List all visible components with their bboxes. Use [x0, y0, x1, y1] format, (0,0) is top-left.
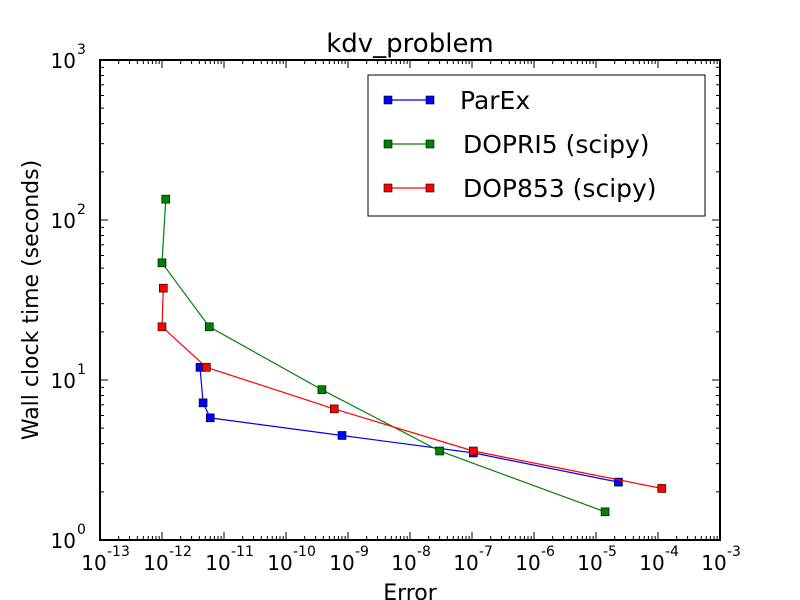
data-point: [198, 398, 208, 408]
chart-title: kdv_problem: [326, 29, 494, 59]
legend-entries: ParEx DOPRI5 (scipy) DOP853 (scipy): [383, 86, 657, 203]
data-point: [435, 446, 444, 456]
legend-swatch-marker: [425, 139, 435, 149]
y-tick-label: 10: [51, 369, 76, 393]
x-tick-exponent: -12: [169, 544, 192, 560]
x-tick-label: 10: [391, 551, 416, 575]
series-line: [161, 199, 606, 513]
data-point: [337, 431, 347, 440]
y-tick-label: 10: [51, 49, 76, 73]
x-tick-label: 10: [453, 551, 478, 575]
x-tick-label: 10: [515, 551, 540, 575]
series-line: [161, 288, 662, 489]
data-point: [469, 446, 478, 456]
legend-label: DOP853 (scipy): [463, 174, 657, 203]
x-tick-exponent: -9: [355, 544, 369, 560]
legend-label: ParEx: [460, 86, 530, 115]
x-tick-exponent: -7: [479, 544, 493, 560]
legend-swatch-marker: [425, 183, 435, 193]
y-tick-exponent: 1: [77, 362, 86, 378]
data-point: [205, 322, 214, 332]
y-tick-exponent: 3: [77, 42, 86, 58]
data-point: [600, 507, 610, 517]
x-tick-exponent: -3: [727, 544, 741, 560]
x-tick-exponent: -11: [231, 544, 254, 560]
y-tick-exponent: 0: [77, 522, 86, 538]
legend-box: [367, 74, 706, 217]
series-line: [199, 367, 619, 483]
legend: ParEx DOPRI5 (scipy) DOP853 (scipy): [367, 74, 706, 217]
x-tick-exponent: -8: [417, 544, 431, 560]
x-tick-label: 10: [205, 551, 230, 575]
tick-layer: 10 -13 10 -12 10 -11 10 -10 10 -9 10 -8 10 -7 10 -6 10 -5…: [51, 42, 741, 575]
data-point: [614, 477, 623, 487]
x-tick-exponent: -6: [541, 544, 555, 560]
y-tick-exponent: 2: [77, 202, 86, 218]
data-point: [157, 322, 167, 332]
data-point: [202, 363, 211, 372]
x-tick-label: 10: [639, 551, 664, 575]
data-point: [161, 194, 171, 204]
series-layer: [157, 194, 667, 517]
legend-swatch-marker: [383, 183, 393, 193]
y-tick-label: 10: [51, 529, 76, 553]
x-tick-label: 10: [81, 551, 106, 575]
x-tick-exponent: -13: [107, 544, 130, 560]
data-point: [157, 258, 167, 268]
data-point: [159, 283, 168, 293]
x-axis-title: Error: [383, 581, 438, 600]
x-tick-exponent: -5: [603, 544, 617, 560]
y-tick-label: 10: [51, 209, 76, 233]
data-point: [317, 385, 327, 394]
legend-swatch-marker: [383, 95, 393, 105]
data-point: [205, 413, 215, 423]
data-point: [657, 484, 667, 493]
x-tick-exponent: -4: [665, 544, 679, 560]
x-tick-label: 10: [143, 551, 168, 575]
x-tick-exponent: -10: [293, 544, 316, 560]
x-tick-label: 10: [329, 551, 354, 575]
x-tick-label: 10: [267, 551, 292, 575]
y-axis-title: Wall clock time (seconds): [19, 160, 44, 440]
x-tick-label: 10: [577, 551, 602, 575]
legend-swatch-marker: [425, 95, 435, 105]
data-point: [329, 404, 339, 414]
x-tick-label: 10: [701, 551, 726, 575]
legend-swatch-marker: [383, 139, 393, 149]
legend-label: DOPRI5 (scipy): [463, 130, 650, 159]
